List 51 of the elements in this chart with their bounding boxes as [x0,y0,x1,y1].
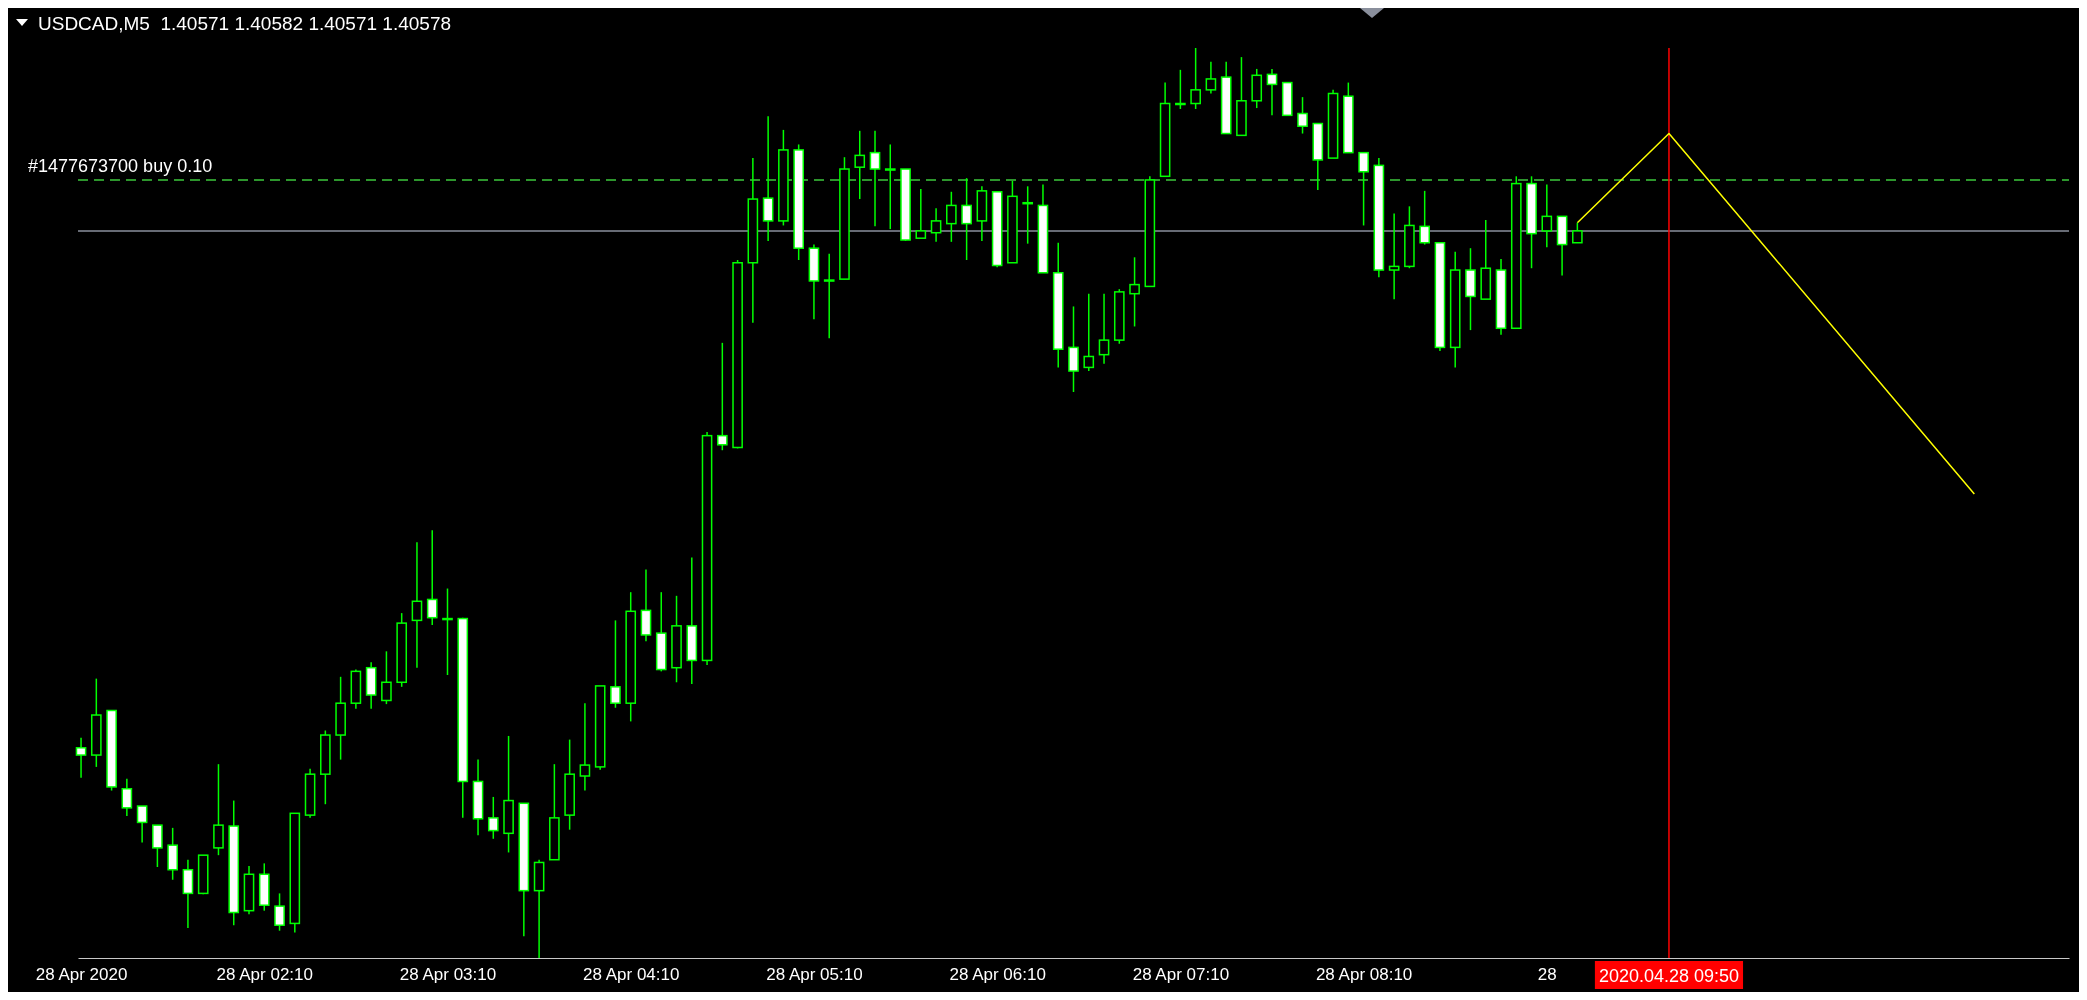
candlestick [442,587,453,676]
candlestick [915,188,927,239]
candlestick [1129,256,1140,328]
candlestick [274,892,285,932]
x-tick-label: 28 Apr 05:10 [766,965,863,984]
candlestick [1205,60,1217,95]
candlestick [426,529,438,626]
candlestick [869,130,881,228]
ref-line-label: #1477673700 buy 0.10 [28,155,213,176]
candlestick [946,191,957,243]
candlestick [579,702,591,792]
candlestick [1175,69,1186,110]
candlestick [1388,212,1400,300]
x-tick-label: 28 [1537,965,1557,984]
candlestick [1098,292,1110,365]
candlestick [717,342,728,451]
candlestick [136,805,148,844]
candlestick [1068,305,1079,393]
candlestick [152,824,163,868]
candlestick [487,796,499,840]
candlestick [854,130,866,200]
x-tick-label: 28 Apr 02:10 [216,965,313,984]
candlestick [961,177,972,261]
candlestick [1190,47,1201,110]
candlestick [823,252,835,340]
ref-line-label: 2020.04.28 09:50 [1598,966,1740,986]
candlestick [610,619,621,709]
x-tick-label: 28 Apr 2020 [35,965,128,984]
candlestick [762,115,774,242]
x-tick-label: 28 Apr 06:10 [949,965,1046,984]
candlestick [1572,221,1583,244]
candlestick [411,541,423,669]
candlestick [1297,96,1308,135]
x-tick-label: 28 Apr 08:10 [1315,965,1413,984]
candlestick [1083,292,1095,372]
candlestick [1541,183,1553,249]
candlestick [213,763,224,856]
candlestick [1419,190,1430,246]
candlestick [1022,185,1034,245]
x-tick-label: 28 Apr 03:10 [399,965,497,984]
x-tick-label: 28 Apr 04:10 [583,965,680,984]
candlestick [1358,151,1369,227]
candlestick [1266,68,1278,117]
candlestick [182,858,194,929]
chart-title: USDCAD,M5 1.40571 1.40582 1.40571 1.40578 [38,13,452,34]
candlestick [75,737,87,779]
candlestick [121,777,133,817]
candlestick [930,207,942,243]
candlestick [884,143,896,230]
candlestick [381,650,392,705]
x-tick-label: 28 Apr 07:10 [1132,965,1230,984]
